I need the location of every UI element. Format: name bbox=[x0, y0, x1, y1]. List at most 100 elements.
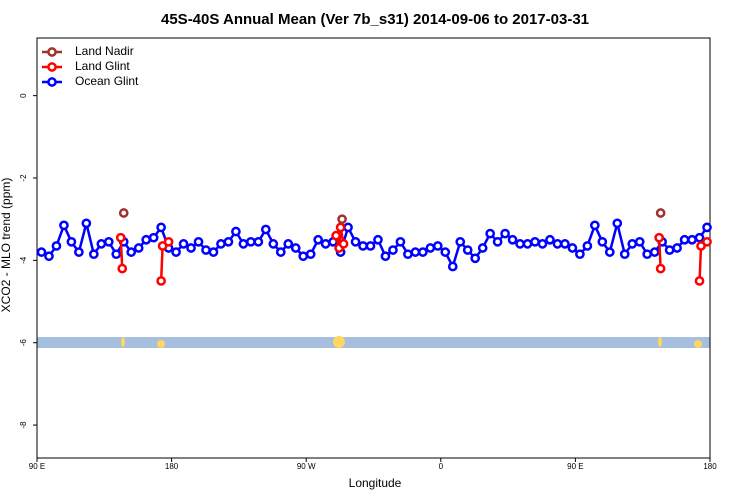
data-point bbox=[627, 239, 638, 249]
data-point bbox=[515, 239, 525, 249]
data-point bbox=[418, 247, 428, 257]
data-point bbox=[604, 247, 615, 257]
data-point bbox=[462, 245, 473, 255]
data-point bbox=[36, 247, 47, 257]
data-point bbox=[575, 249, 585, 260]
data-point bbox=[380, 251, 391, 262]
data-point bbox=[470, 253, 481, 264]
plot-frame bbox=[36, 37, 711, 459]
legend-label: Land Nadir bbox=[75, 44, 134, 58]
x-tick-label: 90 E bbox=[567, 462, 583, 471]
legend-marker bbox=[47, 47, 57, 57]
data-point bbox=[552, 239, 563, 249]
data-point bbox=[395, 236, 406, 247]
data-point bbox=[201, 245, 211, 255]
data-point bbox=[410, 247, 421, 257]
data-point bbox=[619, 249, 630, 260]
legend-label: Land Glint bbox=[75, 59, 130, 73]
data-point bbox=[44, 251, 54, 262]
data-point bbox=[672, 243, 682, 253]
data-point bbox=[388, 245, 398, 255]
x-tick-label: 90 E bbox=[29, 462, 45, 471]
data-point bbox=[74, 247, 84, 257]
x-tick-label: 90 W bbox=[297, 462, 316, 471]
data-point bbox=[208, 247, 219, 257]
data-point bbox=[612, 218, 623, 229]
data-point bbox=[111, 249, 122, 260]
data-point bbox=[425, 243, 436, 253]
data-point bbox=[567, 243, 578, 253]
data-point bbox=[313, 234, 324, 245]
y-tick-label: -2 bbox=[19, 174, 28, 182]
data-point bbox=[492, 236, 503, 247]
data-point bbox=[163, 236, 174, 247]
data-point bbox=[156, 222, 166, 233]
data-point bbox=[275, 247, 286, 257]
data-point bbox=[500, 228, 510, 239]
data-point bbox=[231, 226, 241, 237]
data-point bbox=[331, 230, 341, 241]
y-tick-label: 0 bbox=[19, 93, 28, 98]
data-point bbox=[223, 236, 234, 247]
data-point bbox=[148, 232, 159, 243]
data-point bbox=[655, 208, 666, 218]
data-point bbox=[343, 222, 353, 233]
data-point bbox=[358, 241, 368, 251]
data-point bbox=[522, 239, 533, 249]
data-point bbox=[268, 239, 279, 249]
data-point bbox=[126, 247, 137, 257]
data-point bbox=[655, 263, 666, 274]
data-point bbox=[118, 208, 129, 218]
data-point bbox=[649, 247, 660, 257]
data-point bbox=[597, 236, 608, 247]
data-point bbox=[687, 234, 697, 245]
data-point bbox=[96, 239, 107, 249]
data-point bbox=[66, 236, 77, 247]
data-point bbox=[432, 241, 443, 251]
data-point bbox=[115, 232, 126, 243]
data-point bbox=[253, 236, 264, 247]
data-point bbox=[117, 263, 128, 274]
data-point bbox=[447, 261, 458, 272]
data-point bbox=[485, 228, 496, 239]
data-point bbox=[373, 234, 383, 245]
data-point bbox=[216, 239, 226, 249]
data-point bbox=[702, 222, 712, 233]
data-point bbox=[338, 239, 349, 249]
data-point bbox=[365, 241, 376, 251]
data-point bbox=[298, 251, 309, 262]
data-point bbox=[634, 236, 645, 247]
data-point bbox=[59, 220, 69, 231]
y-tick-label: -4 bbox=[19, 256, 28, 264]
chart-title: 45S-40S Annual Mean (Ver 7b_s31) 2014-09… bbox=[161, 11, 589, 28]
data-point bbox=[642, 249, 653, 260]
data-point bbox=[537, 239, 548, 249]
data-point bbox=[694, 276, 705, 286]
legend-label: Ocean Glint bbox=[75, 74, 139, 88]
data-point bbox=[305, 249, 316, 260]
data-point bbox=[507, 234, 518, 245]
data-point bbox=[186, 243, 196, 253]
data-point bbox=[103, 236, 114, 247]
legend-marker bbox=[47, 62, 57, 72]
data-point bbox=[141, 234, 152, 245]
y-tick-label: -6 bbox=[19, 339, 28, 347]
data-point bbox=[283, 239, 294, 249]
data-point bbox=[664, 245, 675, 255]
data-point bbox=[403, 249, 413, 260]
data-point bbox=[320, 239, 331, 249]
data-point bbox=[545, 234, 555, 245]
data-point bbox=[156, 276, 166, 286]
data-point bbox=[335, 222, 346, 233]
data-point bbox=[171, 247, 181, 257]
x-tick-label: 180 bbox=[703, 462, 717, 471]
x-axis-label: Longitude bbox=[349, 476, 402, 490]
legend-marker bbox=[47, 77, 57, 87]
data-point bbox=[679, 234, 690, 245]
data-point bbox=[477, 243, 488, 253]
land-mask-band bbox=[37, 336, 710, 348]
data-point bbox=[81, 218, 92, 229]
data-point bbox=[88, 249, 99, 260]
x-tick-label: 0 bbox=[439, 462, 444, 471]
